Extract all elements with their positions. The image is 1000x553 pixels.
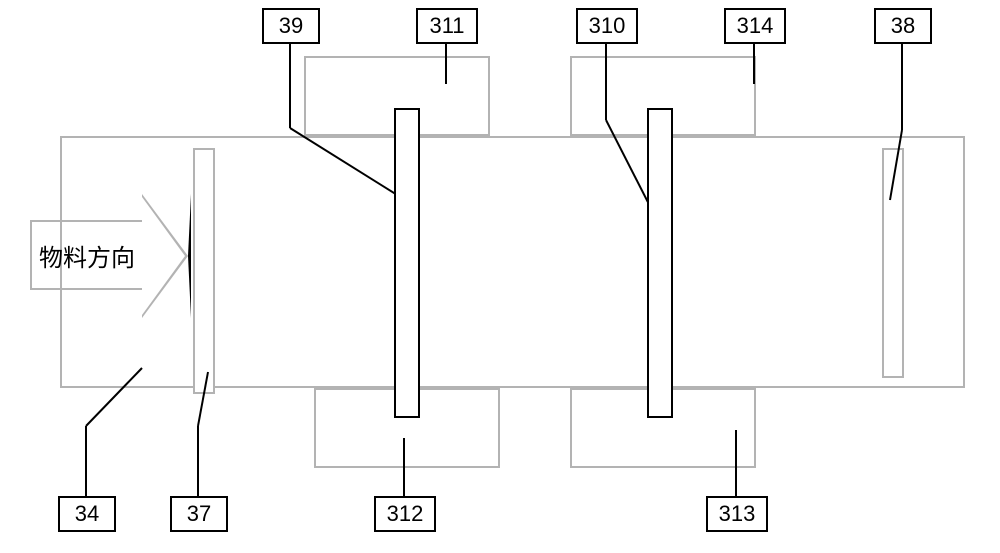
- label-38: 38: [874, 8, 932, 44]
- label-37: 37: [170, 496, 228, 532]
- bar-38: [882, 148, 904, 378]
- label-310: 310: [576, 8, 638, 44]
- label-313: 313: [706, 496, 768, 532]
- label-314: 314: [724, 8, 786, 44]
- label-312: 312: [374, 496, 436, 532]
- label-39: 39: [262, 8, 320, 44]
- bar-310: [647, 108, 673, 418]
- bar-39: [394, 108, 420, 418]
- label-311: 311: [416, 8, 478, 44]
- bar-37: [193, 148, 215, 394]
- material-direction-arrow: 物料方向: [30, 220, 142, 290]
- label-34: 34: [58, 496, 116, 532]
- arrow-head: [142, 194, 191, 318]
- arrow-text: 物料方向: [39, 238, 135, 273]
